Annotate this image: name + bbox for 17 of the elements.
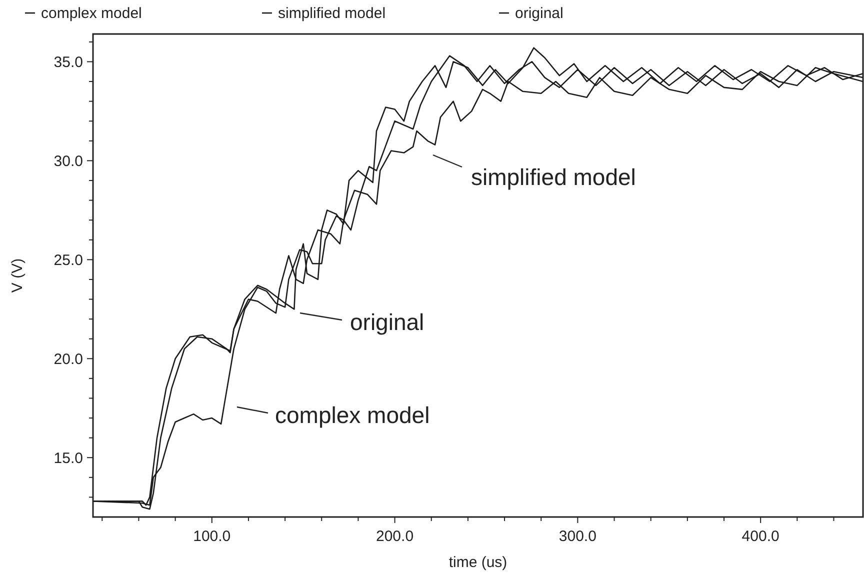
y-axis-title: V (V) (9, 258, 26, 293)
x-tick-label: 100.0 (193, 528, 231, 545)
y-tick-label: 25.0 (54, 252, 83, 269)
annotation: simplified model (471, 164, 636, 190)
legend-label: simplified model (278, 5, 386, 22)
legend-label: complex model (41, 5, 142, 22)
x-tick-label: 300.0 (558, 528, 596, 545)
x-tick-label: 400.0 (742, 528, 780, 545)
annotation: complex model (275, 402, 430, 428)
y-tick-label: 20.0 (54, 350, 83, 368)
y-tick-label: 30.0 (54, 152, 83, 170)
x-tick-label: 200.0 (376, 528, 414, 545)
x-axis-title: time (us) (448, 554, 508, 571)
y-tick-label: 15.0 (54, 450, 83, 467)
y-tick-label: 35.0 (54, 54, 83, 71)
legend-label: original (515, 5, 564, 22)
annotation: original (350, 309, 424, 335)
